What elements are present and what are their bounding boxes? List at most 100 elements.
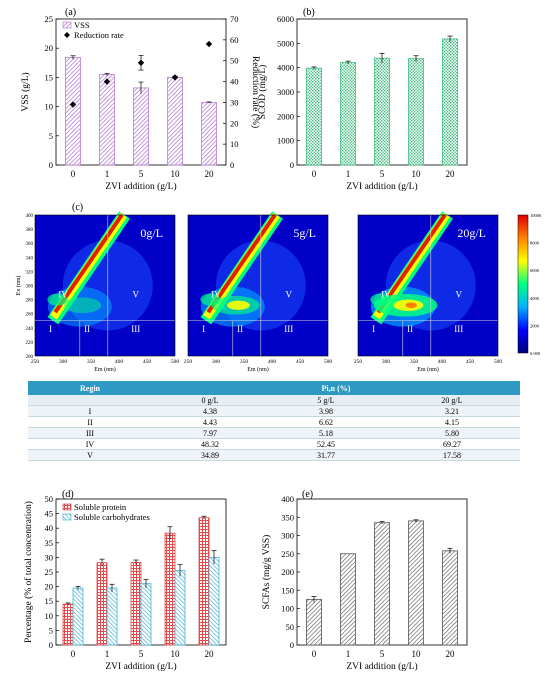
y2-axis-label: Reduction rate (%) [250,56,261,128]
y-axis-label: SCFAs (mg/g VSS) [261,535,272,610]
colorbar [517,214,529,354]
region-label: V [133,289,140,299]
y-tick-label: 280 [26,299,34,304]
table-row: I 4.38 3.98 3.21 [28,405,520,417]
eem-map-label: 5g/L [293,226,316,240]
region-label: I [202,324,205,334]
x-tick-label: 350 [87,359,96,365]
y-tick-label: 340 [26,256,34,261]
table-cell: 5.18 [267,427,384,439]
x-tick-label: 350 [240,359,249,365]
x-tick-label: 500 [171,359,180,365]
bar [164,532,176,646]
tryptophan-peak [200,293,221,306]
region-label: III [284,324,293,334]
colorbar-tick-label: 2000 [530,323,540,328]
x-tick-label: 500 [494,359,503,365]
region-label: I [49,324,52,334]
x-tick-label: 5 [380,649,385,659]
eem-frame [357,214,499,357]
x-tick-label: 500 [324,359,333,365]
bar [65,57,81,166]
y-tick-label: 25 [45,567,54,577]
x-tick-label: 20 [205,169,215,179]
x-tick-label: 1 [346,169,351,179]
bar [72,587,84,646]
table-cell: III [28,427,152,439]
bar [340,553,356,646]
y-tick-label: 10 [45,102,54,112]
x-tick-label: 0 [71,649,76,659]
y-axis-label: VSS (g/L) [20,72,31,111]
y-tick-label: 300 [26,285,34,290]
y-tick-label: 300 [281,531,294,541]
y-axis-label: Ex (nm) [15,276,22,296]
table-cell: 5.80 [383,427,520,439]
y2-tick-label: 10 [230,139,239,149]
colorbar-tick-label: 0.000 [530,351,541,356]
y-tick-label: 50 [45,494,54,504]
y-tick-label: 6000 [277,14,294,24]
table-subheader-cell: 0 g/L [152,395,268,406]
colorbar-tick-label: 6000 [530,268,540,273]
x-tick-label: 250 [184,359,193,365]
y-tick-label: 5000 [277,38,294,48]
x-tick-label: 5 [139,169,144,179]
y2-tick-label: 40 [230,77,239,87]
eem-map-label: 0g/L [140,226,163,240]
panel-label-c: (c) [72,202,83,213]
y-tick-label: 25 [45,14,54,24]
colorbar-tick-label: 10000 [530,213,542,218]
x-axis-label: ZVI addition (g/L) [105,181,176,192]
y-tick-label: 30 [45,552,54,562]
x-tick-label: 450 [296,359,305,365]
table-cell: IV [28,438,152,450]
x-axis-label: Em (nm) [247,366,269,373]
reduction-point [205,40,213,48]
x-axis-label: ZVI addition (g/L) [346,661,417,672]
protein-peak-hot [405,302,417,309]
bar [306,598,322,646]
legend-swatch-protein [62,503,72,511]
reduction-point [69,101,77,108]
bar [99,74,115,166]
region-label: I [372,324,375,334]
table-header-pin: Pi,n (%) [152,381,520,395]
tryptophan-peak [47,293,68,306]
x-tick-label: 0 [312,649,317,659]
y-axis-label: Percentage (% of total concentration) [23,501,34,643]
y-tick-label: 250 [281,549,294,559]
table-row: II 4.43 6.62 4.15 [28,416,520,428]
x-tick-label: 5 [380,169,385,179]
y2-tick-label: 60 [230,35,239,45]
table-cell: II [28,416,152,428]
x-axis-label: ZVI addition (g/L) [105,661,176,672]
bar [374,57,390,166]
table-row: V 34.89 31.77 17.58 [28,449,520,461]
tryptophan-peak [370,293,391,306]
y-axis-label: SCOD (mg/L) [257,65,268,120]
x-tick-label: 450 [466,359,475,365]
chart-scfas: 0 50 100 150 200 250 300 350 400 0 1 5 10 20 ZVI addit… [261,494,468,672]
legend-label: Soluble carbohydrates [74,512,150,522]
table-subheader-cell [28,395,152,406]
table-cell: 6.62 [267,416,384,428]
bar [198,517,210,646]
scatter-band-core [53,213,124,314]
panel-label-b: (b) [303,7,315,18]
y-tick-label: 260 [26,313,34,318]
region-label: V [286,289,293,299]
reduction-point [137,59,145,66]
x-tick-label: 0 [312,169,317,179]
table-cell: 17.58 [383,449,520,461]
y-tick-label: 220 [26,341,34,346]
region-label: II [237,324,243,334]
table-cell: 4.43 [152,416,268,428]
bar [408,58,424,166]
legend-label: Reduction rate [74,30,124,40]
region-label: IV [381,289,391,299]
